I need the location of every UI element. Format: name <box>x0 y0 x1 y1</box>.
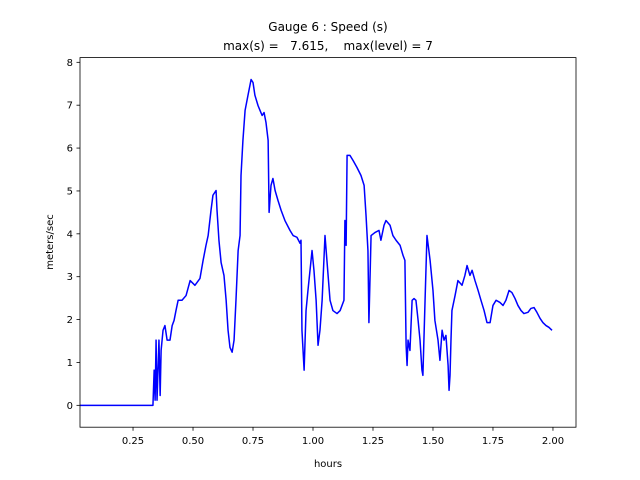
x-tick-label: 0.75 <box>242 436 264 447</box>
x-tick-label: 1.75 <box>482 436 504 447</box>
axes-frame <box>79 57 577 428</box>
x-tick-label: 1.00 <box>302 436 324 447</box>
x-tick-label: 0.50 <box>182 436 204 447</box>
plot-area <box>80 78 553 407</box>
x-tick-label: 2.00 <box>542 436 564 447</box>
y-tick-label: 4 <box>67 229 73 240</box>
speed-line <box>80 78 553 407</box>
y-axis-label: meters/sec <box>45 214 56 270</box>
y-tick-label: 7 <box>67 101 73 112</box>
y-tick-label: 0 <box>67 401 73 412</box>
x-axis-label: hours <box>314 459 342 470</box>
chart-subtitle: max(s) = 7.615, max(level) = 7 <box>223 39 433 53</box>
y-tick-label: 6 <box>67 144 73 155</box>
y-tick-label: 3 <box>67 272 73 283</box>
x-tick-label: 0.25 <box>122 436 144 447</box>
y-tick-label: 8 <box>67 58 73 69</box>
y-tick-label: 2 <box>67 315 73 326</box>
y-tick-label: 5 <box>67 186 73 197</box>
chart-title: Gauge 6 : Speed (s) <box>268 20 387 34</box>
x-tick-label: 1.25 <box>362 436 384 447</box>
y-tick-label: 1 <box>67 358 73 369</box>
x-tick-label: 1.50 <box>422 436 444 447</box>
